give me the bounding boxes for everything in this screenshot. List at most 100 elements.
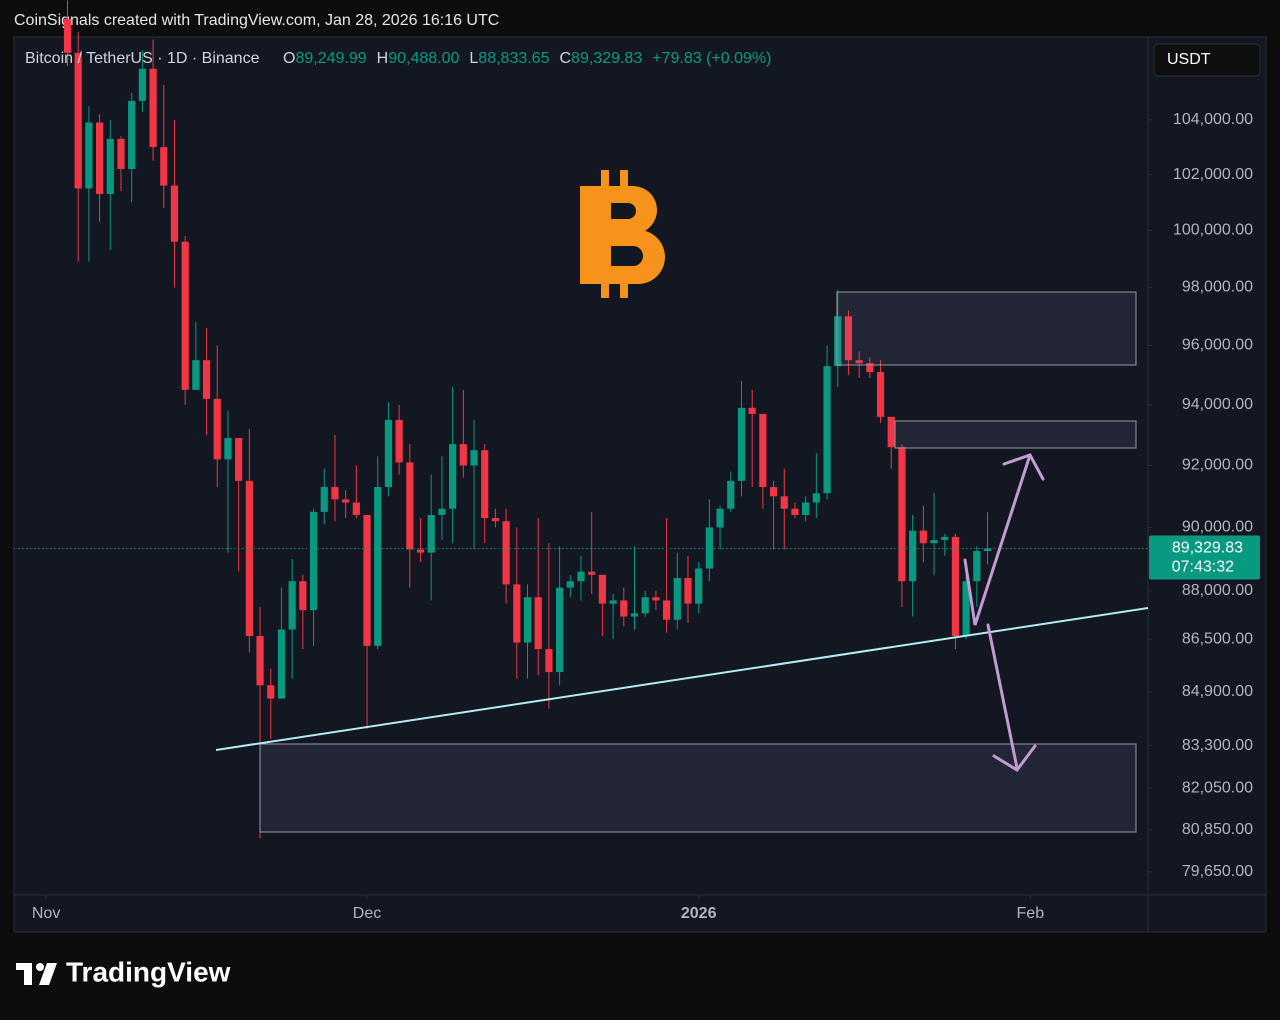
candle-body [331, 487, 339, 500]
candle-body [630, 613, 639, 617]
candle-body [609, 600, 617, 604]
candle-body [502, 521, 510, 585]
candle-body [780, 496, 788, 509]
candle-body [213, 398, 221, 460]
candle-body [170, 185, 179, 242]
countdown: 07:43:32 [1172, 559, 1234, 576]
candle-body [427, 514, 435, 553]
candle-body [534, 597, 542, 650]
candle-body [844, 316, 853, 361]
candle-body [384, 419, 393, 488]
legend-value: 90,488.00 [388, 50, 459, 67]
trendline [215, 607, 1149, 751]
ohlc-legend: O 89,249.99 H 90,488.00 L 88,833.65 C 89,329.83… [283, 50, 771, 67]
candle-body [74, 52, 82, 189]
y-tick-label: 104,000.00 [1173, 111, 1253, 128]
candle-body [876, 372, 885, 417]
candle-body [470, 450, 478, 466]
candle-body [962, 581, 970, 637]
candle-body [352, 502, 360, 515]
candle-body [620, 600, 628, 617]
candle-body [769, 487, 778, 497]
attribution: CoinSignals created with TradingView.com… [14, 12, 499, 29]
y-tick-label: 96,000.00 [1182, 337, 1253, 354]
candle-body [523, 597, 532, 643]
symbol-title: Bitcoin / TetherUS · 1D · Binance [25, 50, 260, 67]
candle-body [416, 549, 425, 553]
candle-body [395, 419, 403, 463]
candle-body [481, 450, 489, 519]
candle-body [802, 502, 810, 515]
y-tick-label: 98,000.00 [1182, 279, 1253, 296]
candle-body [812, 493, 820, 503]
support-zone [259, 743, 1137, 833]
candle-body [823, 366, 831, 494]
candle-body [406, 462, 414, 550]
x-tick-label: 2026 [681, 905, 717, 922]
candle-body [63, 18, 72, 53]
legend-key: H [377, 50, 389, 67]
candle-body [202, 360, 211, 399]
candle-body [106, 138, 114, 194]
candle-body [759, 413, 767, 488]
candle-body [930, 540, 938, 544]
candle-body [95, 122, 104, 194]
y-tick-label: 86,500.00 [1182, 631, 1253, 648]
tv-logo [16, 963, 57, 985]
candle-body [363, 514, 371, 646]
candle-body [138, 68, 146, 101]
y-tick-label: 80,850.00 [1182, 821, 1253, 838]
plot: 104,000.00 102,000.00 100,000.00 98,000.00 9… [14, 0, 1266, 932]
candle-body [117, 138, 125, 170]
last-price: 89,329.83 [1172, 540, 1243, 557]
currency[interactable]: USDT [1167, 51, 1211, 68]
candle-body [727, 480, 735, 509]
candle-body [192, 360, 200, 390]
candle-body [641, 597, 649, 614]
candle-body [256, 636, 264, 686]
down-arrow [986, 623, 1019, 770]
candle-body [866, 363, 874, 373]
candle-body [267, 685, 275, 699]
x-tick-label: Nov [32, 905, 60, 922]
candle-body [662, 600, 671, 620]
candle-body [684, 578, 692, 604]
resistance-zone [894, 420, 1137, 449]
legend-key: O [283, 50, 295, 67]
candle-body [919, 530, 927, 544]
candle-body [288, 581, 296, 630]
candle-body [513, 584, 521, 643]
candle-body [342, 499, 350, 503]
candle-body [983, 548, 992, 552]
brand: TradingView [66, 956, 231, 987]
candle-body [299, 581, 307, 611]
arrows [963, 453, 1045, 772]
y-tick-label: 82,050.00 [1182, 779, 1253, 796]
candle-body [716, 508, 724, 528]
candle-body [909, 530, 917, 582]
candle-body [224, 438, 232, 460]
candle-body [245, 480, 253, 637]
y-tick-label: 88,000.00 [1182, 582, 1253, 599]
candle-body [951, 536, 960, 637]
candle-body [459, 444, 467, 466]
candle-body [673, 578, 681, 620]
resistance-zone [836, 291, 1137, 366]
currency-button[interactable] [1153, 43, 1261, 77]
candle-body [941, 536, 949, 541]
y-tick-label: 92,000.00 [1182, 457, 1253, 474]
legend-value: 89,329.83 [571, 50, 642, 67]
legend-key: C [559, 50, 571, 67]
up-arrow [963, 453, 1032, 626]
candle-body [374, 487, 382, 646]
candle-body [85, 122, 93, 189]
x-tick-label: Dec [353, 905, 381, 922]
candle-body [128, 100, 136, 170]
candle-body [834, 316, 842, 367]
x-tick-label: Feb [1017, 905, 1045, 922]
price-label-box [1149, 535, 1260, 580]
candle-body [588, 571, 596, 575]
candle-body [791, 508, 799, 515]
candle-body [491, 518, 500, 522]
